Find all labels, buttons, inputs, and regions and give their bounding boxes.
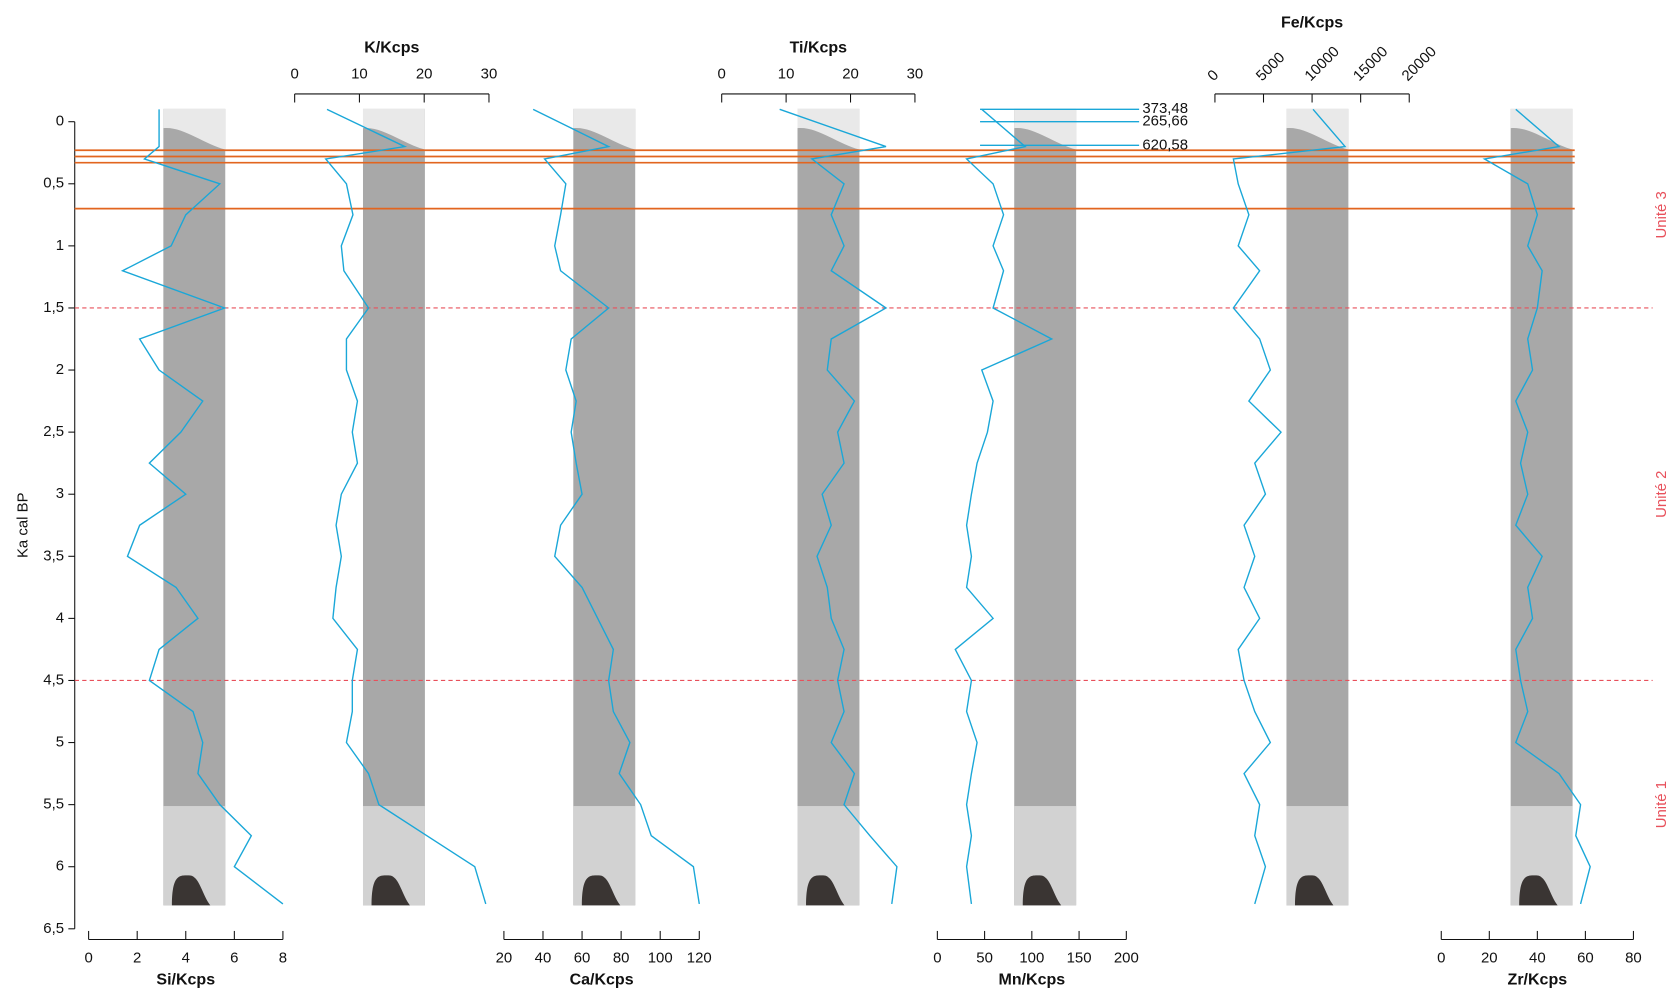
x-tick-label: 5000 (1253, 49, 1289, 85)
core-image (1286, 108, 1349, 906)
core-image (163, 108, 226, 906)
y-tick-label: 4 (56, 609, 64, 626)
data-line (779, 108, 898, 905)
data-line (1482, 108, 1591, 905)
core-image (573, 108, 636, 906)
x-tick-label: 10 (351, 66, 368, 83)
x-tick-label: 150 (1067, 950, 1092, 967)
x-tick-label: 0 (1437, 950, 1445, 967)
x-tick-label: 30 (907, 66, 924, 83)
x-tick-label: 100 (648, 950, 673, 967)
x-tick-label: 80 (1625, 950, 1642, 967)
x-tick-label: 8 (279, 950, 287, 967)
x-tick-label: 0 (718, 66, 726, 83)
core (1014, 108, 1077, 906)
x-tick-label: 0 (1204, 67, 1222, 85)
y-tick-label: 6 (56, 858, 64, 875)
x-tick-label: 10 (778, 66, 795, 83)
core-top (1014, 108, 1077, 150)
core (573, 108, 636, 906)
core-image (797, 108, 860, 906)
x-tick-label: 100 (1019, 950, 1044, 967)
x-tick-label: 20 (1481, 950, 1498, 967)
y-tick-label: 2,5 (43, 423, 64, 440)
x-tick-label: 0 (84, 950, 92, 967)
x-axis-title: Mn/Kcps (999, 971, 1066, 988)
x-tick-label: 6 (230, 950, 238, 967)
core-base (806, 875, 845, 906)
x-tick-label: 40 (535, 950, 552, 967)
core-image (1510, 108, 1573, 906)
y-tick-label: 3,5 (43, 547, 64, 564)
off-scale-label: 265,66 (1142, 113, 1188, 130)
y-tick-label: 0,5 (43, 175, 64, 192)
x-axis-title: Si/Kcps (156, 971, 215, 988)
y-tick-label: 1,5 (43, 299, 64, 316)
x-tick-label: 2 (133, 950, 141, 967)
unit-label: Unité 2 (1653, 471, 1670, 518)
y-axis-title: Ka cal BP (14, 492, 31, 558)
core-base (581, 875, 621, 906)
core-base (171, 875, 211, 906)
y-tick-label: 6,5 (43, 920, 64, 937)
x-axis-title: Ti/Kcps (790, 39, 848, 56)
x-tick-label: 20000 (1399, 43, 1440, 84)
x-tick-label: 20 (416, 66, 433, 83)
x-axis-title: Ca/Kcps (570, 971, 634, 988)
off-scale-label: 373,48 (1142, 100, 1188, 117)
x-axis-title: K/Kcps (364, 39, 419, 56)
data-line (120, 109, 284, 905)
x-tick-label: 30 (481, 66, 498, 83)
x-axis-title: Fe/Kcps (1281, 15, 1343, 32)
y-tick-label: 4,5 (43, 671, 64, 688)
y-tick-label: 3 (56, 485, 64, 502)
core-base (1519, 875, 1558, 906)
core (163, 108, 226, 906)
x-axis-title: Zr/Kcps (1508, 971, 1568, 988)
unit-label: Unité 1 (1653, 781, 1670, 828)
unit-label: Unité 3 (1653, 191, 1670, 238)
x-tick-label: 15000 (1350, 43, 1391, 84)
y-tick-label: 5 (56, 734, 64, 751)
x-tick-label: 60 (574, 950, 591, 967)
x-tick-label: 50 (976, 950, 993, 967)
y-tick-label: 5,5 (43, 796, 64, 813)
y-tick-label: 2 (56, 361, 64, 378)
y-tick-label: 1 (56, 237, 64, 254)
y-tick-label: 0 (56, 113, 64, 130)
x-tick-label: 60 (1577, 950, 1594, 967)
core-top (573, 108, 636, 150)
core-image (362, 108, 425, 906)
x-tick-label: 120 (687, 950, 712, 967)
core-base (1294, 875, 1334, 906)
data-line (532, 108, 700, 905)
core (797, 108, 860, 906)
core-base (371, 875, 410, 906)
core-base (1022, 875, 1062, 906)
x-tick-label: 0 (291, 66, 299, 83)
off-scale-label: 620,58 (1142, 136, 1188, 153)
core (362, 108, 425, 906)
x-tick-label: 4 (182, 950, 190, 967)
data-line (1232, 108, 1347, 905)
x-tick-label: 0 (933, 950, 941, 967)
core-top (163, 108, 226, 150)
core-top (797, 108, 860, 150)
data-line (954, 108, 1054, 905)
x-tick-label: 20 (496, 950, 513, 967)
x-tick-label: 200 (1114, 950, 1139, 967)
x-tick-label: 20 (842, 66, 859, 83)
x-tick-label: 80 (613, 950, 630, 967)
x-tick-label: 10000 (1301, 43, 1342, 84)
core (1510, 108, 1573, 906)
x-tick-label: 40 (1529, 950, 1546, 967)
core-image (1014, 108, 1077, 906)
core (1286, 108, 1349, 906)
core-top (1286, 108, 1349, 150)
core-top (362, 108, 425, 150)
data-line (324, 108, 487, 905)
